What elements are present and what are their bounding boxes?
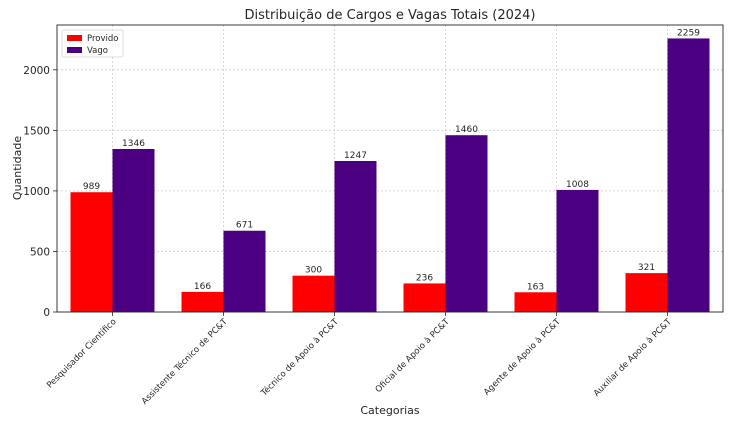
y-tick-label: 2000 — [23, 65, 50, 77]
bar-provido — [514, 292, 557, 312]
y-axis: 0 500 1000 1500 2000 — [23, 65, 57, 319]
legend-swatch-vago — [67, 47, 82, 53]
grid — [57, 25, 723, 313]
bar-provido — [292, 275, 335, 312]
x-tick-label: Agente de Apoio à PC&T — [482, 316, 563, 397]
bar-provido — [70, 192, 113, 312]
data-label: 166 — [194, 282, 211, 292]
bar-vago — [334, 160, 377, 312]
legend-label-vago: Vago — [87, 46, 108, 56]
y-tick-label: 0 — [43, 307, 50, 319]
data-label: 1346 — [122, 139, 145, 149]
data-label: 1247 — [344, 151, 367, 161]
bar-provido — [403, 283, 446, 312]
y-tick-label: 500 — [30, 246, 50, 258]
y-tick-label: 1000 — [23, 186, 50, 198]
bar-vago — [667, 38, 710, 312]
data-label: 1008 — [566, 180, 589, 190]
bar-provido — [181, 291, 224, 312]
data-label: 236 — [416, 273, 433, 283]
y-axis-label: Quantidade — [11, 136, 24, 200]
data-label: 2259 — [677, 28, 700, 38]
data-label: 321 — [638, 263, 655, 273]
chart-title: Distribuição de Cargos e Vagas Totais (2… — [244, 8, 535, 23]
bar-vago — [223, 230, 266, 312]
y-tick-label: 1500 — [23, 125, 50, 137]
x-axis-label: Categorias — [360, 404, 420, 417]
data-label: 163 — [527, 282, 544, 292]
data-label: 989 — [83, 182, 100, 192]
axes-frame — [56, 24, 724, 313]
x-tick-label: Oficial de Apoio à PC&T — [374, 316, 452, 394]
data-label: 300 — [305, 266, 322, 276]
x-tick-label: Auxiliar de Apoio à PC&T — [592, 316, 674, 398]
bar-vago — [556, 189, 599, 312]
bar-vago — [112, 149, 155, 312]
legend: Provido Vago — [61, 29, 124, 58]
x-tick-label: Pesquisador Científico — [45, 317, 118, 390]
x-tick-label: Assistente Técnico de PC&T — [139, 316, 230, 407]
bar-vago — [445, 135, 488, 312]
data-label: 671 — [236, 221, 253, 231]
data-label: 1460 — [455, 125, 478, 135]
legend-swatch-provido — [67, 35, 82, 41]
legend-label-provido: Provido — [87, 34, 118, 44]
bars: 989 1346 166 671 300 1247 236 1460 163 1008 321 225… — [70, 28, 710, 312]
bar-provido — [625, 273, 668, 312]
axes-spine — [56, 24, 724, 313]
x-axis: Pesquisador Científico Assistente Técnico… — [45, 312, 674, 407]
x-tick-label: Técnico de Apoio à PC&T — [258, 316, 341, 399]
